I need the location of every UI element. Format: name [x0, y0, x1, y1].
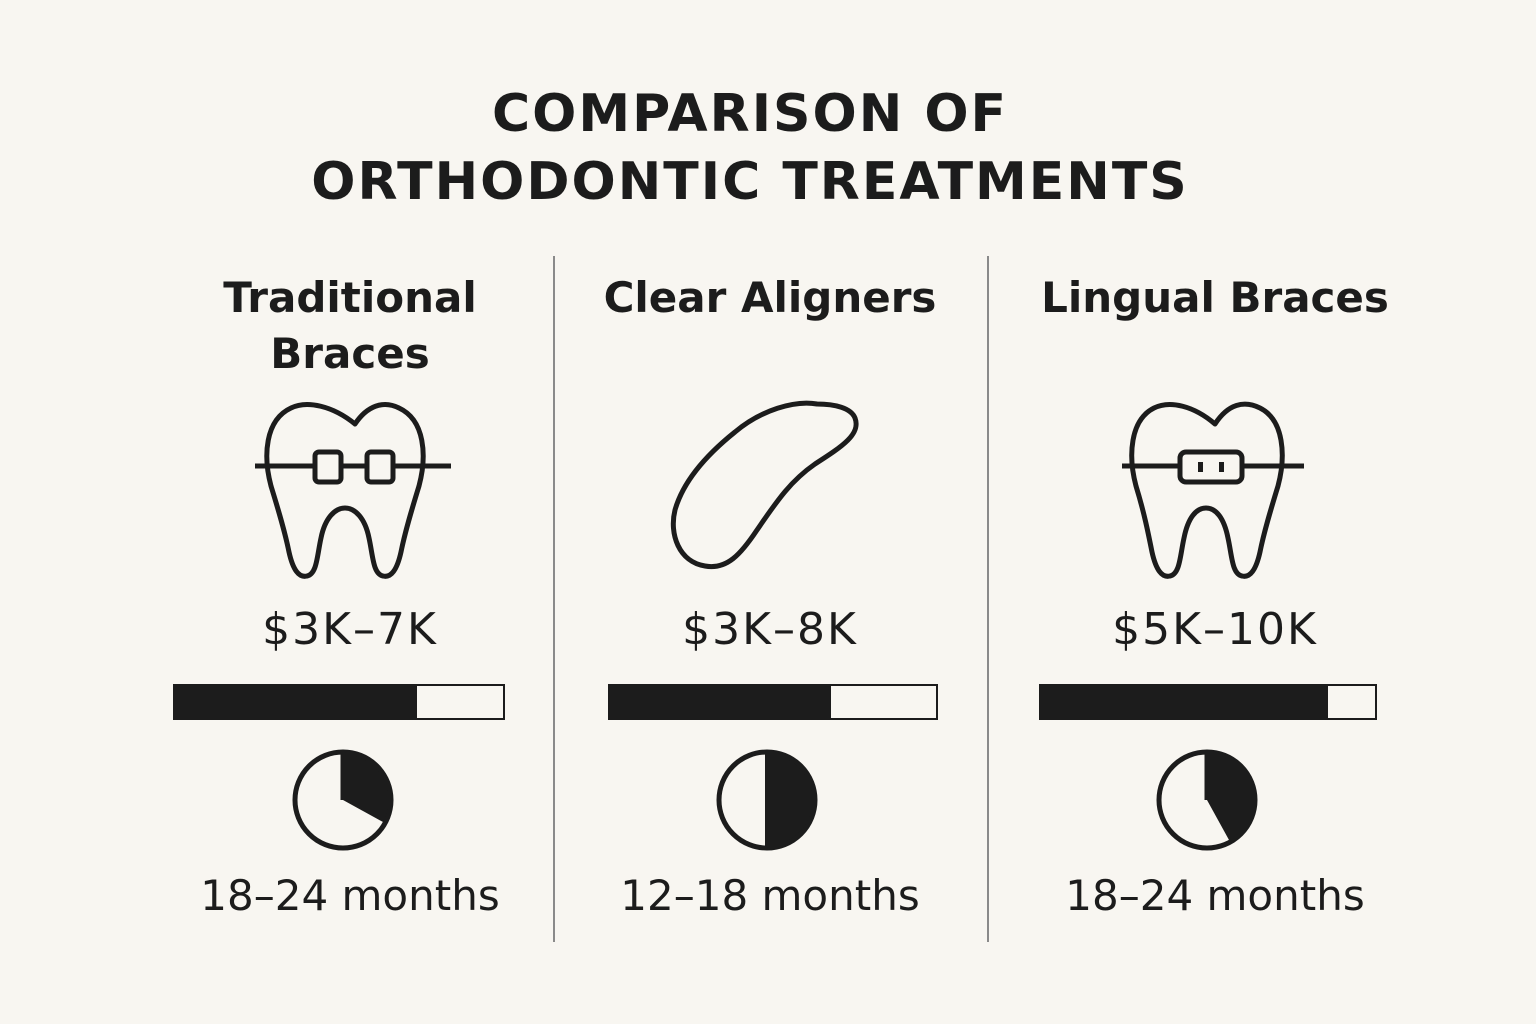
treatment-traditional-braces: Traditional Braces $3K–7K 18–24 months [150, 270, 550, 950]
duration-label: 18–24 months [1065, 871, 1365, 920]
treatment-name-line-1: Clear Aligners [603, 273, 937, 322]
treatment-name: Traditional Braces [150, 270, 550, 382]
column-divider [987, 256, 989, 942]
tooth-with-lingual-bracket-icon [1122, 401, 1304, 579]
duration-clock-wedge [343, 752, 391, 824]
title-line-2: ORTHODONTIC TREATMENTS [311, 152, 1189, 212]
cost-bar [608, 684, 938, 720]
treatment-name: Clear Aligners [565, 270, 975, 326]
cost-range: $5K–10K [1112, 604, 1318, 655]
cost-range: $3K–7K [262, 604, 438, 655]
aligner-tray-icon [670, 400, 859, 570]
treatment-name-line-2: Braces [270, 329, 430, 378]
duration-label: 12–18 months [620, 871, 920, 920]
title-line-1: COMPARISON OF [491, 84, 1009, 144]
treatment-name-line-1: Traditional [223, 273, 477, 322]
duration-clock-icon [716, 749, 818, 851]
cost-bar-fill [608, 684, 832, 720]
duration-clock-wedge [767, 752, 815, 848]
duration-label: 18–24 months [200, 871, 500, 920]
cost-bar-fill [1039, 684, 1328, 720]
treatment-clear-aligners: Clear Aligners $3K–8K 12–18 months [565, 270, 975, 950]
cost-bar [173, 684, 505, 720]
duration-clock-wedge [1207, 752, 1255, 843]
cost-bar-fill [173, 684, 418, 720]
treatment-name-line-1: Lingual Braces [1041, 273, 1389, 322]
column-divider [553, 256, 555, 942]
duration-clock-icon [292, 749, 394, 851]
treatment-name: Lingual Braces [1000, 270, 1430, 326]
duration-clock-icon [1156, 749, 1258, 851]
cost-bar [1039, 684, 1377, 720]
page-title: COMPARISON OF ORTHODONTIC TREATMENTS [0, 80, 1500, 216]
treatment-lingual-braces: Lingual Braces $5K–10K 18–24 months [1000, 270, 1430, 950]
cost-range: $3K–8K [682, 604, 858, 655]
tooth-with-brackets-icon [255, 402, 451, 579]
